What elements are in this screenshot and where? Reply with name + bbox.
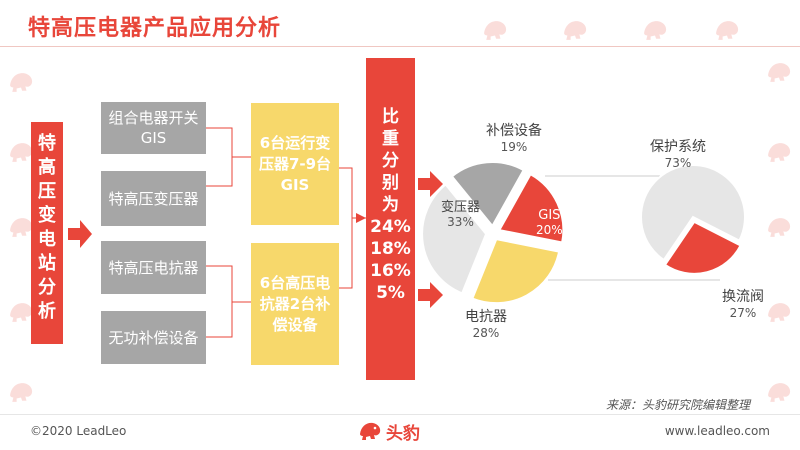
logo: 头豹: [358, 416, 420, 446]
bracket-top-gray: [206, 127, 251, 187]
center-red-line: 24%: [370, 217, 411, 237]
source-note: 来源：头豹研究院编辑整理: [606, 398, 751, 412]
watermark-icon: [6, 380, 36, 404]
left-red-box: 特高压变电站分析: [31, 122, 63, 344]
watermark-icon: [6, 140, 36, 164]
pie2-label-converter: 换流阀 27%: [722, 289, 764, 320]
left-red-box-text: 特高压变电站分析: [38, 133, 56, 322]
watermark-icon: [764, 300, 794, 324]
center-red-line: 5%: [376, 283, 405, 303]
pie2-slice: [663, 220, 742, 275]
pie1-slice: [450, 161, 525, 228]
bracket-yellow: [339, 167, 366, 289]
center-red-line: 16%: [370, 261, 411, 281]
website: www.leadleo.com: [664, 424, 770, 438]
pie-chart-equipment: [421, 161, 565, 305]
copyright: ©2020 LeadLeo: [30, 424, 127, 438]
center-red-box: 比重分别为 24% 18% 16% 5%: [366, 58, 415, 380]
pie1-label-reactor: 电抗器 28%: [465, 309, 507, 340]
watermark-icon: [764, 380, 794, 404]
pie1-slice: [421, 183, 488, 295]
center-red-box-text: 比重分别为 24% 18% 16% 5%: [366, 106, 415, 304]
gray-box-compensation: 无功补偿设备: [101, 311, 206, 364]
pie1-label-transformer: 变压器 33%: [441, 200, 481, 229]
pie1-slice: [497, 172, 565, 244]
bracket-bottom-gray: [206, 265, 251, 338]
yellow-box-reactor-compensation: 6台高压电抗器2台补偿设备: [251, 243, 339, 365]
watermark-icon: [480, 18, 510, 42]
pie1-label-compensation: 补偿设备 19%: [486, 123, 542, 154]
yellow-box-transformer-gis: 6台运行变压器7-9台GIS: [251, 103, 339, 225]
gray-box-reactor: 特高压电抗器: [101, 241, 206, 294]
watermark-icon: [6, 70, 36, 94]
footer-divider: [0, 414, 800, 415]
center-red-line: 18%: [370, 239, 411, 259]
watermark-icon: [560, 18, 590, 42]
pie-chart-converter: [640, 164, 746, 275]
gray-box-transformer: 特高压变压器: [101, 171, 206, 226]
pie2-label-protection: 保护系统 73%: [650, 139, 706, 170]
arrow-yellow-to-center: [356, 213, 366, 223]
watermark-icon: [764, 215, 794, 239]
watermark-icon: [764, 60, 794, 84]
arrow-center-to-pie-bottom: [418, 282, 443, 308]
center-red-line: 分: [382, 151, 399, 171]
center-red-line: 别: [382, 173, 399, 193]
leopard-icon: [360, 422, 381, 440]
center-red-line: 重: [382, 129, 399, 149]
watermark-icon: [6, 300, 36, 324]
watermark-icon: [764, 140, 794, 164]
arrow-left-to-gray: [68, 220, 92, 248]
logo-text: 头豹: [386, 423, 420, 444]
pie1-label-gis: GIS 20%: [536, 208, 563, 237]
watermark-icon: [712, 18, 742, 42]
watermark-icon: [6, 215, 36, 239]
title-divider: [0, 46, 800, 47]
gray-box-gis: 组合电器开关GIS: [101, 102, 206, 154]
page-title: 特高压电器产品应用分析: [28, 16, 282, 41]
center-red-line: 为: [382, 195, 399, 215]
pie2-slice: [640, 164, 746, 262]
arrow-center-to-pie-top: [418, 171, 443, 197]
center-red-line: 比: [382, 107, 399, 127]
pie1-slice: [471, 238, 561, 305]
watermark-icon: [640, 18, 670, 42]
